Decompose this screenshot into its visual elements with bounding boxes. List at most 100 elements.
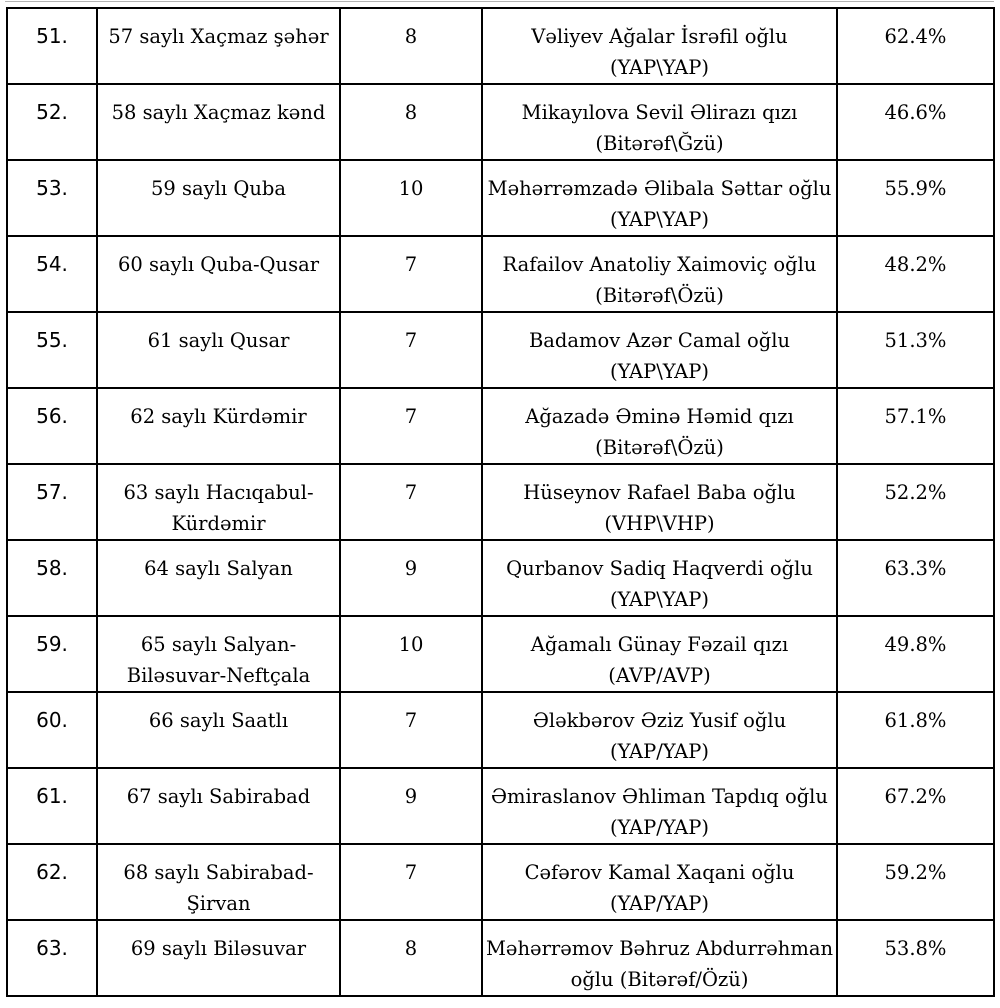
candidate-cell: Ağamalı Günay Fəzail qızı (AVP/AVP) bbox=[481, 615, 838, 693]
percent-cell-text: 48.2% bbox=[884, 253, 947, 276]
table-row: 62. 68 saylı Sabirabad- Şirvan 7 Cəfərov Kam… bbox=[6, 843, 995, 921]
district-cell-text: 69 saylı Biləsuvar bbox=[130, 937, 307, 960]
percent-cell: 48.2% bbox=[836, 235, 995, 313]
percent-cell: 49.8% bbox=[836, 615, 995, 693]
table-row: 51. 57 saylı Xaçmaz şəhər 8 Vəliyev Ağalar … bbox=[6, 7, 995, 85]
district-cell: 57 saylı Xaçmaz şəhər bbox=[96, 7, 341, 85]
candidate-cell-text: Hüseynov Rafael Baba oğlu bbox=[523, 481, 796, 504]
candidate-cell-text: (Bitərəf\Özü) bbox=[595, 436, 724, 459]
candidate-count-cell: 10 bbox=[339, 615, 483, 693]
row-number-cell: 53. bbox=[6, 159, 98, 237]
row-number-cell-text: 63. bbox=[36, 936, 68, 960]
candidate-cell: Məhərrəmzadə Əlibala Səttar oğlu (YAP\YAP… bbox=[481, 159, 838, 237]
percent-cell: 67.2% bbox=[836, 767, 995, 845]
candidate-count-cell-text: 10 bbox=[398, 177, 424, 200]
district-cell-text: 63 saylı Hacıqabul- bbox=[123, 481, 314, 504]
candidate-count-cell-text: 10 bbox=[398, 633, 424, 656]
candidate-cell-text: (YAP\YAP) bbox=[610, 56, 709, 79]
candidate-count-cell: 9 bbox=[339, 539, 483, 617]
candidate-count-cell: 7 bbox=[339, 387, 483, 465]
candidate-count-cell-text: 7 bbox=[404, 329, 418, 352]
candidate-count-cell: 7 bbox=[339, 463, 483, 541]
candidate-cell: Qurbanov Sadiq Haqverdi oğlu (YAP\YAP) bbox=[481, 539, 838, 617]
table-row: 53. 59 saylı Quba 10 Məhərrəmzadə Əlibala S… bbox=[6, 159, 995, 237]
row-number-cell: 52. bbox=[6, 83, 98, 161]
district-cell-text: 68 saylı Sabirabad- bbox=[123, 861, 314, 884]
candidate-cell: Vəliyev Ağalar İsrəfil oğlu (YAP\YAP) bbox=[481, 7, 838, 85]
candidate-cell-text: Məhərrəmzadə Əlibala Səttar oğlu bbox=[487, 177, 832, 200]
district-cell-text: 60 saylı Quba-Qusar bbox=[117, 253, 320, 276]
row-number-cell: 62. bbox=[6, 843, 98, 921]
district-cell: 64 saylı Salyan bbox=[96, 539, 341, 617]
percent-cell-text: 55.9% bbox=[884, 177, 947, 200]
candidate-cell-text: Ələkbərov Əziz Yusif oğlu bbox=[532, 709, 787, 732]
percent-cell: 51.3% bbox=[836, 311, 995, 389]
candidate-cell-text: oğlu (Bitərəf/Özü) bbox=[570, 968, 749, 991]
candidate-count-cell: 7 bbox=[339, 235, 483, 313]
candidate-count-cell-text: 8 bbox=[404, 937, 418, 960]
row-number-cell: 54. bbox=[6, 235, 98, 313]
percent-cell-text: 63.3% bbox=[884, 557, 947, 580]
candidate-cell-text: (YAP/YAP) bbox=[610, 892, 709, 915]
percent-cell: 55.9% bbox=[836, 159, 995, 237]
row-number-cell: 59. bbox=[6, 615, 98, 693]
table-row: 57. 63 saylı Hacıqabul- Kürdəmir 7 Hüseynov … bbox=[6, 463, 995, 541]
candidate-count-cell: 9 bbox=[339, 767, 483, 845]
candidate-count-cell-text: 8 bbox=[404, 101, 418, 124]
table-row: 60. 66 saylı Saatlı 7 Ələkbərov Əziz Yusif … bbox=[6, 691, 995, 769]
candidate-cell: Ağazadə Əminə Həmid qızı (Bitərəf\Özü) bbox=[481, 387, 838, 465]
district-cell-text: Kürdəmir bbox=[171, 512, 266, 535]
candidate-cell-text: (YAP\YAP) bbox=[610, 588, 709, 611]
candidate-count-cell: 8 bbox=[339, 919, 483, 997]
candidate-cell-text: Qurbanov Sadiq Haqverdi oğlu bbox=[506, 557, 813, 580]
candidate-count-cell: 7 bbox=[339, 691, 483, 769]
candidate-cell-text: (YAP\YAP) bbox=[610, 360, 709, 383]
percent-cell-text: 61.8% bbox=[884, 709, 947, 732]
candidate-cell-text: (AVP/AVP) bbox=[608, 664, 711, 687]
percent-cell: 53.8% bbox=[836, 919, 995, 997]
percent-cell-text: 51.3% bbox=[884, 329, 947, 352]
percent-cell: 57.1% bbox=[836, 387, 995, 465]
election-results-table: 51. 57 saylı Xaçmaz şəhər 8 Vəliyev Ağalar … bbox=[6, 7, 995, 997]
candidate-cell-text: (YAP\YAP) bbox=[610, 208, 709, 231]
table-row: 63. 69 saylı Biləsuvar 8 Məhərrəmov Bəhruz … bbox=[6, 919, 995, 997]
district-cell-text: 57 saylı Xaçmaz şəhər bbox=[108, 25, 329, 48]
percent-cell-text: 57.1% bbox=[884, 405, 947, 428]
candidate-cell: Mikayılova Sevil Əlirazı qızı (Bitərəf\Ğz… bbox=[481, 83, 838, 161]
candidate-count-cell: 7 bbox=[339, 843, 483, 921]
district-cell-text: 62 saylı Kürdəmir bbox=[130, 405, 307, 428]
district-cell: 68 saylı Sabirabad- Şirvan bbox=[96, 843, 341, 921]
candidate-cell-text: Məhərrəmov Bəhruz Abdurrəhman bbox=[485, 937, 834, 960]
candidate-cell-text: (VHP\VHP) bbox=[604, 512, 715, 535]
candidate-count-cell: 10 bbox=[339, 159, 483, 237]
row-number-cell-text: 55. bbox=[36, 328, 68, 352]
row-number-cell: 56. bbox=[6, 387, 98, 465]
candidate-count-cell-text: 7 bbox=[404, 253, 418, 276]
candidate-cell-text: (Bitərəf\Ğzü) bbox=[595, 132, 724, 155]
district-cell-text: 61 saylı Qusar bbox=[147, 329, 290, 352]
candidate-cell-text: Mikayılova Sevil Əlirazı qızı bbox=[521, 101, 798, 124]
percent-cell-text: 59.2% bbox=[884, 861, 947, 884]
percent-cell: 52.2% bbox=[836, 463, 995, 541]
row-number-cell: 63. bbox=[6, 919, 98, 997]
table-row: 54. 60 saylı Quba-Qusar 7 Rafailov Anatoliy… bbox=[6, 235, 995, 313]
percent-cell-text: 46.6% bbox=[884, 101, 947, 124]
district-cell: 63 saylı Hacıqabul- Kürdəmir bbox=[96, 463, 341, 541]
district-cell-text: 65 saylı Salyan- bbox=[140, 633, 297, 656]
district-cell-text: 66 saylı Saatlı bbox=[148, 709, 289, 732]
percent-cell: 63.3% bbox=[836, 539, 995, 617]
candidate-cell: Əmiraslanov Əhliman Tapdıq oğlu (YAP/YAP) bbox=[481, 767, 838, 845]
district-cell-text: 59 saylı Quba bbox=[151, 177, 286, 200]
percent-cell: 61.8% bbox=[836, 691, 995, 769]
row-number-cell: 60. bbox=[6, 691, 98, 769]
candidate-cell-text: Əmiraslanov Əhliman Tapdıq oğlu bbox=[491, 785, 828, 808]
district-cell: 61 saylı Qusar bbox=[96, 311, 341, 389]
candidate-cell-text: (YAP/YAP) bbox=[610, 740, 709, 763]
row-number-cell-text: 54. bbox=[36, 252, 68, 276]
row-number-cell-text: 57. bbox=[36, 480, 68, 504]
candidate-cell: Ələkbərov Əziz Yusif oğlu (YAP/YAP) bbox=[481, 691, 838, 769]
table-row: 61. 67 saylı Sabirabad 9 Əmiraslanov Əhlima… bbox=[6, 767, 995, 845]
table-body: 51. 57 saylı Xaçmaz şəhər 8 Vəliyev Ağalar … bbox=[6, 7, 995, 997]
row-number-cell-text: 61. bbox=[36, 784, 68, 808]
table-row: 58. 64 saylı Salyan 9 Qurbanov Sadiq Haqver… bbox=[6, 539, 995, 617]
